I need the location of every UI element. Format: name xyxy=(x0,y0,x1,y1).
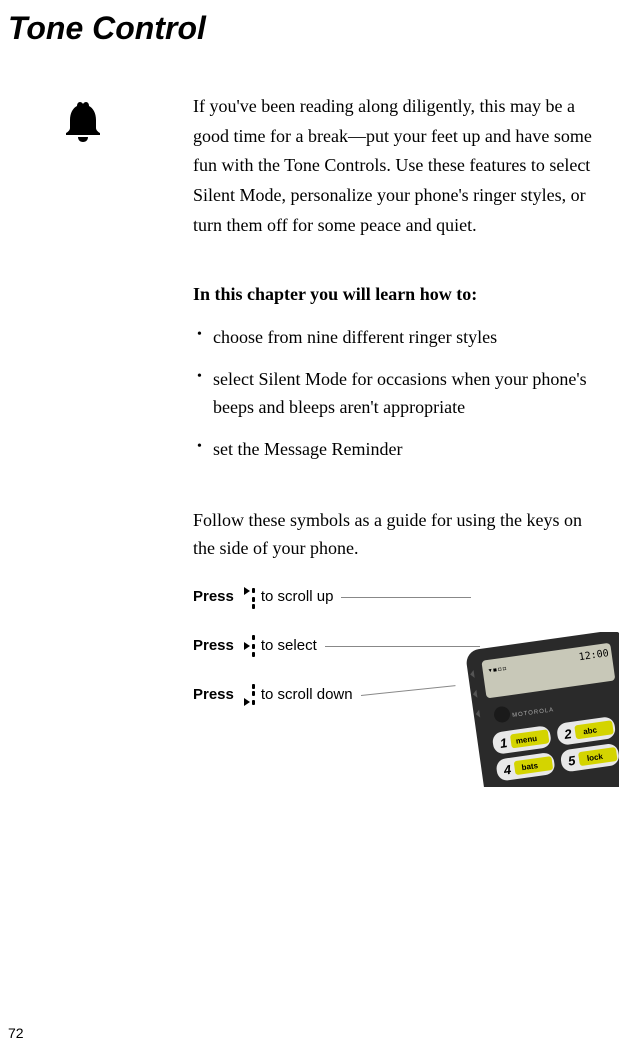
lead-line xyxy=(361,685,456,696)
chapter-heading: In this chapter you will learn how to: xyxy=(193,280,599,310)
page-number: 72 xyxy=(8,1025,24,1041)
select-icon xyxy=(244,635,255,657)
key-row-scroll-up: Press to scroll up xyxy=(193,585,599,610)
scroll-up-icon xyxy=(244,587,255,609)
list-item: choose from nine different ringer styles xyxy=(193,324,599,352)
press-label: Press xyxy=(193,585,234,610)
bullet-list: choose from nine different ringer styles… xyxy=(193,324,599,464)
page-title: Tone Control xyxy=(0,0,619,47)
press-label: Press xyxy=(193,634,234,659)
list-item: select Silent Mode for occasions when yo… xyxy=(193,366,599,422)
lead-line xyxy=(341,597,471,598)
content-row: If you've been reading along diligently,… xyxy=(0,47,619,732)
action-text: to scroll down xyxy=(261,683,353,708)
press-label: Press xyxy=(193,683,234,708)
action-text: to select xyxy=(261,634,317,659)
scroll-down-icon xyxy=(244,684,255,706)
bell-icon xyxy=(58,98,108,148)
intro-paragraph: If you've been reading along diligently,… xyxy=(193,92,599,240)
list-item: set the Message Reminder xyxy=(193,436,599,464)
icon-column xyxy=(8,92,193,732)
action-text: to scroll up xyxy=(261,585,334,610)
phone-illustration: ▾▪▫▫ 12:00 MOTOROLA 1 menu 2 abc 4 bats … xyxy=(444,632,619,787)
follow-paragraph: Follow these symbols as a guide for usin… xyxy=(193,506,599,564)
